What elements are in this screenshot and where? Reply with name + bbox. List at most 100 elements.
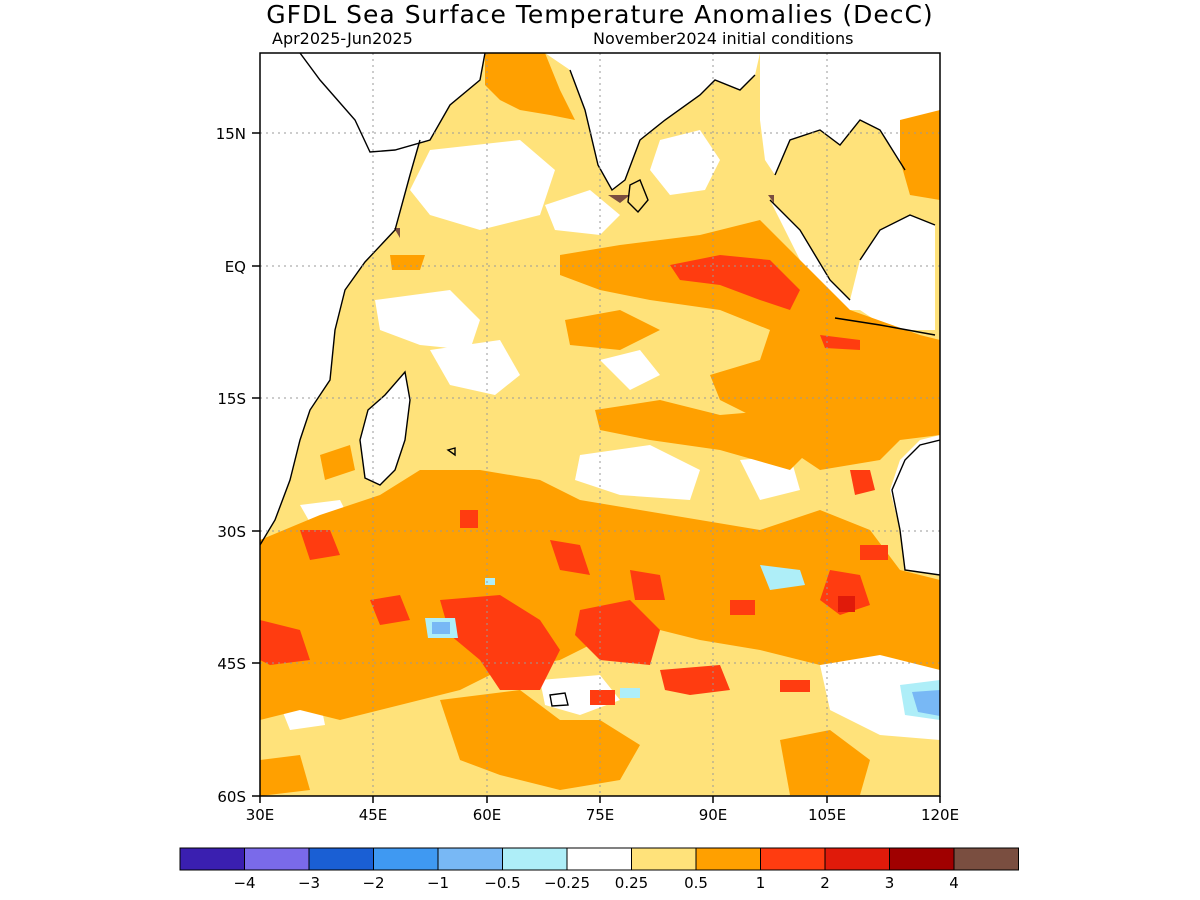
land-indochina [760, 53, 940, 175]
lat-label-15n: 15N [216, 125, 246, 143]
field-blue-south1 [432, 622, 450, 634]
field-orange-west [390, 255, 425, 270]
colorbar-swatch [373, 847, 439, 871]
colorbar-tick-label: −0.25 [544, 874, 590, 892]
lon-labels: 30E 45E 60E 75E 90E 105E 120E [246, 806, 959, 824]
field-red-eq-tip [820, 335, 860, 350]
field-darkred-south [838, 596, 855, 612]
field-lightblue-south5 [485, 578, 495, 585]
field-brown-1 [608, 195, 630, 203]
lat-label-30s: 30S [217, 523, 246, 541]
field-red-south5 [300, 530, 340, 560]
colorbar-tick-label: −1 [427, 874, 449, 892]
field-red-south10 [730, 600, 755, 615]
field-orange-equatorial [560, 220, 940, 470]
coast-small-island-1 [549, 692, 569, 707]
field-brown-2 [394, 228, 400, 238]
lat-labels: 15N EQ 15S 30S 45S 60S [216, 125, 246, 806]
forecast-period: Apr2025-Jun2025 [272, 29, 413, 48]
field-red-south11 [780, 680, 810, 692]
field-lightblue-south1 [760, 565, 805, 590]
colorbar-swatch [824, 847, 890, 871]
colorbar-tick-label: 0.25 [615, 874, 648, 892]
lat-label-eq: EQ [225, 258, 246, 276]
coast-borneo [859, 214, 936, 261]
colorbar-swatch [502, 847, 568, 871]
lat-label-15s: 15S [217, 390, 246, 408]
anomaly-field [260, 53, 940, 796]
colorbar-tick-label: −0.5 [484, 874, 520, 892]
field-lightblue-south4 [620, 688, 640, 698]
colorbar [179, 847, 1019, 871]
field-white-bay [650, 130, 720, 195]
field-white-south1 [575, 445, 700, 500]
field-white-srilanka [545, 190, 620, 235]
field-red-south2 [575, 600, 660, 665]
gridlines [260, 53, 940, 796]
field-red-south8 [820, 570, 870, 615]
colorbar-tick-label: 0.5 [684, 874, 708, 892]
lat-label-45s: 45S [217, 655, 246, 673]
field-white-west [375, 290, 480, 350]
field-red-south9 [850, 470, 875, 495]
land-africa [260, 53, 445, 545]
coast-madagascar [359, 370, 411, 486]
field-orange-north [485, 53, 575, 120]
colorbar-tick-label: −2 [362, 874, 384, 892]
map-title: GFDL Sea Surface Temperature Anomalies (… [266, 0, 934, 29]
coast-india [569, 69, 756, 192]
field-orange-south-east [780, 730, 870, 795]
colorbar-tick-label: −3 [298, 874, 320, 892]
colorbar-tick-label: 3 [885, 874, 895, 892]
colorbar-tick-label: −4 [233, 874, 255, 892]
field-white-south11 [600, 350, 660, 390]
field-red-south15 [590, 690, 615, 705]
field-white-mid [430, 340, 520, 395]
field-orange-south-lower [440, 690, 640, 790]
field-blue-south2 [912, 690, 940, 716]
colorbar-swatch [631, 847, 697, 871]
colorbar-swatch [695, 847, 761, 871]
coastlines [260, 53, 940, 707]
field-white-arabian-sea [410, 140, 555, 230]
coast-indochina [774, 119, 906, 176]
field-orange-mid [595, 400, 820, 470]
field-red-south12 [660, 665, 730, 695]
coast-srilanka [627, 179, 649, 214]
field-orange-central [565, 310, 660, 350]
field-red-south6 [550, 540, 590, 575]
field-orange-sw [260, 755, 310, 796]
field-orange-west2 [320, 445, 355, 480]
field-red-south4 [370, 595, 410, 625]
field-red-south3 [260, 620, 310, 665]
lon-label-60e: 60E [473, 806, 502, 824]
field-red-south13 [460, 510, 478, 528]
colorbar-labels: −4 −3 −2 −1 −0.5 −0.25 0.25 0.5 1 2 3 4 [233, 874, 958, 892]
colorbar-swatch [179, 847, 245, 871]
land-arabia [300, 53, 485, 152]
land-sumatra-borneo [770, 200, 935, 330]
lon-label-90e: 90E [699, 806, 728, 824]
colorbar-swatch [889, 847, 955, 871]
coast-small-island-2 [446, 447, 456, 457]
colorbar-tick-label: 2 [820, 874, 830, 892]
colorbar-swatch [953, 847, 1019, 871]
field-white-south5 [820, 650, 940, 740]
field-brown-3 [768, 195, 774, 203]
coast-africa [260, 139, 421, 546]
land-india [545, 53, 760, 190]
lon-label-30e: 30E [246, 806, 275, 824]
coast-arabia [299, 53, 486, 153]
field-red-south14 [860, 545, 888, 560]
lon-label-45e: 45E [359, 806, 388, 824]
field-red-south1 [440, 595, 560, 690]
field-red-south7 [630, 570, 665, 600]
coast-sumatra [769, 199, 851, 301]
initial-conditions: November2024 initial conditions [593, 29, 854, 48]
lat-label-60s: 60S [217, 788, 246, 806]
colorbar-swatch [760, 847, 826, 871]
axis-ticks [252, 132, 941, 803]
land-australia [890, 435, 940, 575]
colorbar-swatch [437, 847, 503, 871]
